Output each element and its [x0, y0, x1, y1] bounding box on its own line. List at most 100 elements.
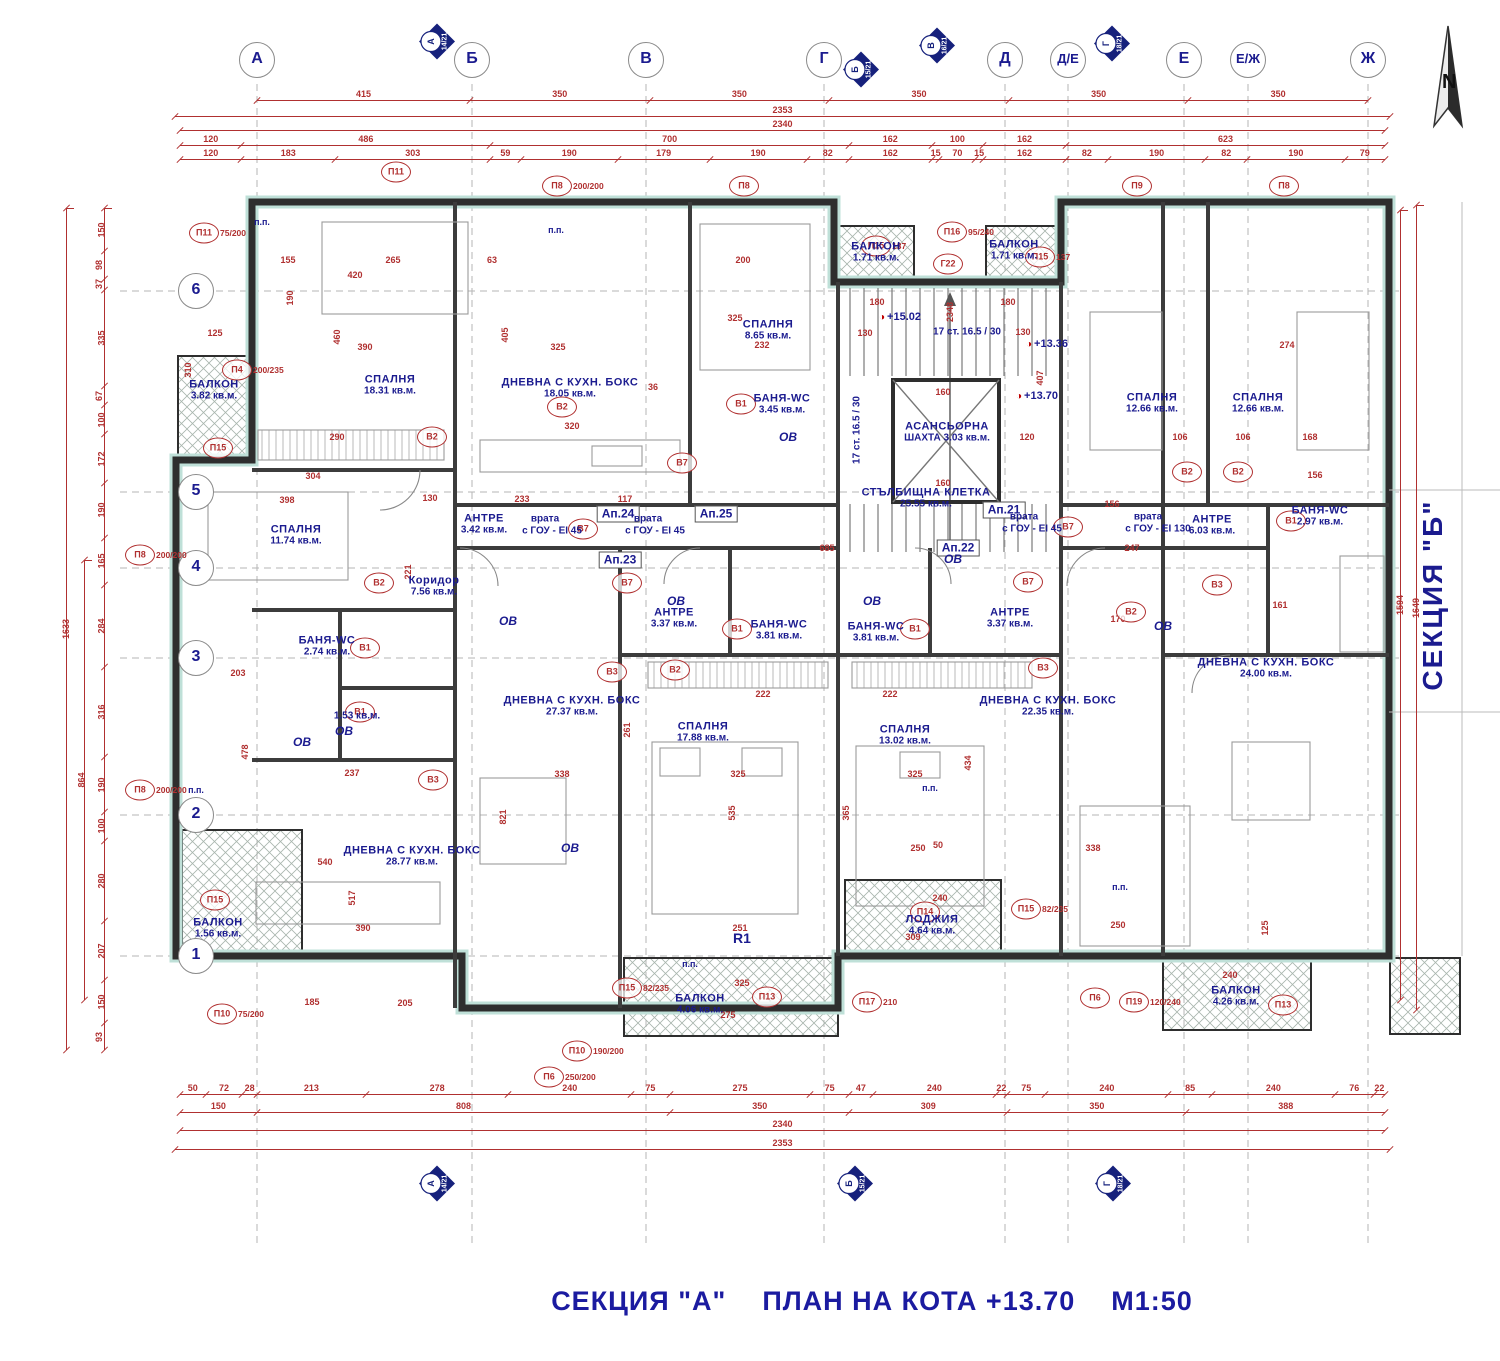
- plan-dimension: 222: [882, 689, 898, 699]
- marker-value: 82/235: [1042, 904, 1068, 914]
- room-label: ДНЕВНА С КУХН. БОКС 28.77 кв.м.: [343, 844, 481, 868]
- marker-В7: В7: [568, 518, 598, 540]
- note-ob: ОВ: [561, 841, 579, 855]
- section-marker-В-top: В 16/21: [917, 26, 957, 71]
- marker-value: 120/240: [1150, 997, 1181, 1007]
- plan-dimension: 130: [857, 328, 873, 338]
- plan-dimension: 261: [622, 722, 632, 738]
- plan-dimension: 304: [305, 471, 321, 481]
- marker-П9: П9: [1122, 175, 1152, 197]
- marker-П15: П15: [203, 437, 233, 459]
- plan-dimension: 325: [907, 769, 923, 779]
- marker-П15: П15: [861, 235, 891, 257]
- marker-П13: П13: [1268, 994, 1298, 1016]
- room-label: СПАЛНЯ 12.66 кв.м.: [1126, 391, 1178, 415]
- plan-dimension: 517: [347, 890, 357, 906]
- marker-value: 75/200: [220, 228, 246, 238]
- plan-dimension: 390: [355, 923, 371, 933]
- note-blue10: врата: [633, 513, 663, 525]
- plan-dimension: 250: [1110, 920, 1126, 930]
- marker-П10: П10: [207, 1003, 237, 1025]
- plan-dimension: 398: [279, 495, 295, 505]
- plan-dimension: 325: [734, 978, 750, 988]
- plan-dimension: 420: [347, 270, 363, 280]
- plan-dimension: 478: [240, 744, 250, 760]
- plan-dimension: 180: [1000, 297, 1016, 307]
- plan-dimension: 405: [500, 327, 510, 343]
- grid-row-2: 2: [178, 797, 214, 833]
- marker-В7: В7: [1053, 516, 1083, 538]
- north-arrow: N: [1432, 25, 1464, 129]
- room-label: БАНЯ-WC 3.45 кв.м.: [753, 392, 811, 416]
- dimension-row: 2353: [171, 105, 1394, 124]
- room-label: БАНЯ-WC 3.81 кв.м.: [750, 618, 808, 642]
- plan-dimension: 325: [550, 342, 566, 352]
- note-pp: п.п.: [922, 783, 938, 793]
- room-label: СПАЛНЯ 12.66 кв.м.: [1232, 391, 1284, 415]
- interior-walls: [252, 202, 1389, 1008]
- marker-value: 250/200: [565, 1072, 596, 1082]
- note-blue10: с ГОУ - EI 130: [1125, 523, 1191, 535]
- note-ob: ОВ: [667, 594, 685, 608]
- note-ob: ОВ: [335, 724, 353, 738]
- plan-dimension: 170: [1110, 614, 1126, 624]
- note-ob: ОВ: [863, 594, 881, 608]
- marker-П6: П6: [1080, 987, 1110, 1009]
- room-label: СПАЛНЯ 17.88 кв.м.: [677, 720, 729, 744]
- marker-П15: П15: [612, 977, 642, 999]
- room-label: БАЛКОН 1.71 кв.м.: [851, 240, 901, 264]
- note-blue10: 17 ст. 16.5 / 30: [933, 326, 1001, 338]
- marker-П8: П8: [1269, 175, 1299, 197]
- marker-В3: В3: [597, 661, 627, 683]
- room-label: БАЛКОН 1.71 кв.м.: [989, 238, 1039, 262]
- grid-row-1: 1: [178, 938, 214, 974]
- note-pp: п.п.: [254, 217, 270, 227]
- apartment-label-Ап.21: Ап.21: [982, 501, 1026, 519]
- plan-dimension: 125: [1260, 920, 1270, 936]
- marker-В2: В2: [660, 659, 690, 681]
- marker-В1: В1: [900, 618, 930, 640]
- section-marker-А-top: А 14/21: [417, 22, 457, 67]
- staircase: [849, 288, 1047, 556]
- note-blue10: с ГОУ - EI 45: [522, 525, 582, 537]
- room-label: АНТРЕ 3.37 кв.м.: [986, 606, 1034, 630]
- room-label: СПАЛНЯ 13.02 кв.м.: [879, 723, 931, 747]
- apartment-label-Ап.24: Ап.24: [596, 505, 640, 523]
- plan-dimension: 240: [1222, 970, 1238, 980]
- dimension-row: 50 72 28 213 278 240 75 275 75 47 240 22 75 240 85 240 7…: [176, 1083, 1389, 1102]
- plan-dimension: 130: [1015, 327, 1031, 337]
- plan-dimension: 185: [304, 997, 320, 1007]
- plan-dimension: 325: [727, 313, 743, 323]
- note-ob: ОВ: [499, 614, 517, 628]
- apartment-label-Ап.23: Ап.23: [598, 551, 642, 569]
- section-marker-Г-top: Г 18/21: [1092, 24, 1132, 69]
- plan-dimension: 247: [1124, 543, 1140, 553]
- dimension-column: 1649: [1408, 201, 1424, 1014]
- room-label: БАЛКОН 4.26 кв.м.: [1211, 984, 1261, 1008]
- grid-axis-Б: Б: [454, 42, 490, 78]
- marker-П15: П15: [1025, 246, 1055, 268]
- grid-axis-В: В: [628, 42, 664, 78]
- section-marker-А-bottom: А 14/21: [417, 1164, 457, 1209]
- marker-value: 190/200: [593, 1046, 624, 1056]
- plan-dimension: 275: [720, 1010, 736, 1020]
- svg-text:14/21: 14/21: [442, 1175, 449, 1193]
- room-label: ДНЕВНА С КУХН. БОКС 18.05 кв.м.: [501, 376, 639, 400]
- note-ob: ОВ: [1154, 619, 1172, 633]
- dimension-row: 415 350 350 350 350 350: [253, 89, 1372, 108]
- apartment-label-Ап.25: Ап.25: [694, 505, 738, 523]
- plan-dimension: 310: [183, 362, 193, 378]
- plan-dimension: 265: [385, 255, 401, 265]
- marker-П11: П11: [381, 161, 411, 183]
- plan-dimension: 240: [932, 893, 948, 903]
- section-b-stub: [1389, 202, 1500, 956]
- marker-П17: П17: [852, 991, 882, 1013]
- grid-row-4: 4: [178, 550, 214, 586]
- svg-text:Б: Б: [850, 66, 860, 73]
- svg-text:Б: Б: [844, 1180, 854, 1187]
- plan-dimension: 106: [1172, 432, 1188, 442]
- plan-dimension: 237: [344, 768, 360, 778]
- room-label: Коридор 7.56 кв.м.: [408, 574, 460, 598]
- drawing-title: СЕКЦИЯ "А" ПЛАН НА КОТА +13.70 М1:50: [533, 1286, 1211, 1317]
